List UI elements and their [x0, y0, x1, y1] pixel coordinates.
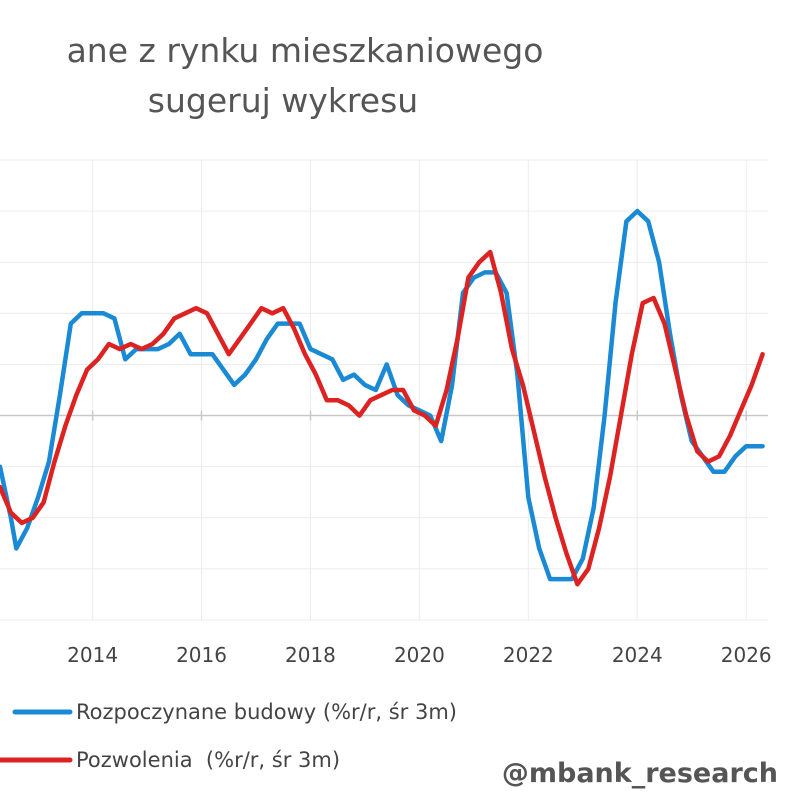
x-tick-label: 2018: [285, 643, 336, 667]
chart-title-line-1: ane z rynku mieszkaniowego: [67, 31, 544, 70]
legend-label-pozwolenia: Pozwolenia (%r/r, śr 3m): [76, 748, 340, 772]
series-line-pozwolenia: [0, 249, 765, 587]
legend-label-rozpoczynane-budowy: Rozpoczynane budowy (%r/r, śr 3m): [76, 700, 457, 724]
x-tick-label: 2016: [176, 643, 227, 667]
legend: Rozpoczynane budowy (%r/r, śr 3m) Pozwol…: [0, 700, 457, 772]
x-axis-tick-labels: 2014 2016 2018 2020 2022 2024 2026: [67, 643, 772, 667]
x-tick-label: 2022: [503, 643, 554, 667]
chart-title-line-2: sugeruj wykresu: [148, 81, 418, 120]
watermark: @mbank_research: [502, 758, 778, 789]
gridlines: [0, 159, 768, 621]
x-tick-label: 2020: [394, 643, 445, 667]
x-tick-label: 2014: [67, 643, 118, 667]
series-line-rozpoczynane-budowy: [0, 208, 765, 582]
x-tick-label: 2026: [721, 643, 772, 667]
series-lines: [0, 208, 765, 587]
x-tick-label: 2024: [612, 643, 663, 667]
